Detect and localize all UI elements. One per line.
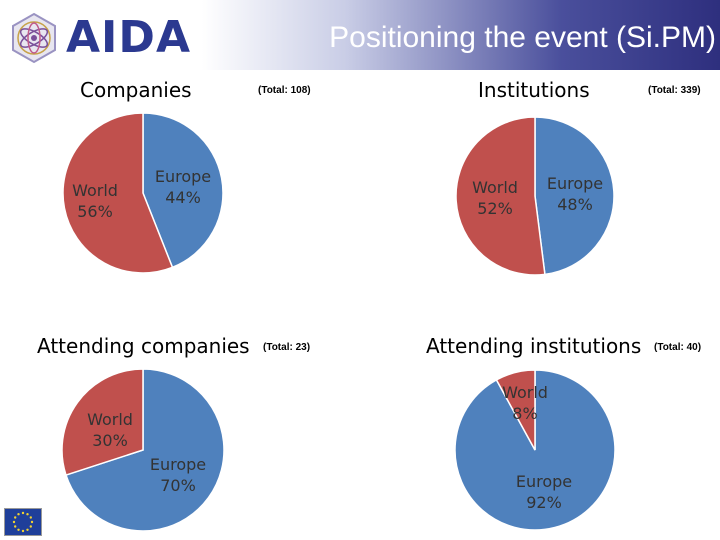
pie-slice-europe-1 xyxy=(142,112,224,269)
pie-slice-europe-3 xyxy=(65,368,225,532)
chart-title-institutions: Institutions xyxy=(478,78,590,102)
pie-slice-world-3 xyxy=(61,368,144,476)
logo-text: AIDA xyxy=(66,12,191,63)
pie-slice-europe-2 xyxy=(534,116,615,276)
slice-label-world-4: World 8% xyxy=(502,383,548,423)
total-institutions: (Total: 339) xyxy=(648,85,701,96)
total-attending-companies: (Total: 23) xyxy=(263,342,311,353)
slide-header: AIDA Positioning the event (Si.PM) xyxy=(0,0,720,70)
slice-label-europe-2: Europe 48% xyxy=(547,174,603,214)
slice-label-europe-4: Europe 92% xyxy=(516,472,572,512)
pie-slice-world-4 xyxy=(495,369,536,451)
aida-logo-icon xyxy=(12,12,56,64)
chart-title-companies: Companies xyxy=(80,78,192,102)
eu-flag-icon xyxy=(4,508,42,536)
slice-label-world-3: World 30% xyxy=(87,410,133,450)
total-companies: (Total: 108) xyxy=(258,85,311,96)
slice-label-europe-1: Europe 44% xyxy=(155,167,211,207)
chart-title-attending-institutions: Attending institutions xyxy=(426,334,642,358)
slide-title: Positioning the event (Si.PM) xyxy=(329,21,716,54)
total-attending-institutions: (Total: 40) xyxy=(654,342,702,353)
pie-slice-world-1 xyxy=(62,112,174,274)
pie-slice-world-2 xyxy=(455,116,546,276)
chart-title-attending-companies: Attending companies xyxy=(37,334,250,358)
slice-label-world-1: World 56% xyxy=(72,181,118,221)
slice-label-europe-3: Europe 70% xyxy=(150,455,206,495)
slice-label-world-2: World 52% xyxy=(472,178,518,218)
